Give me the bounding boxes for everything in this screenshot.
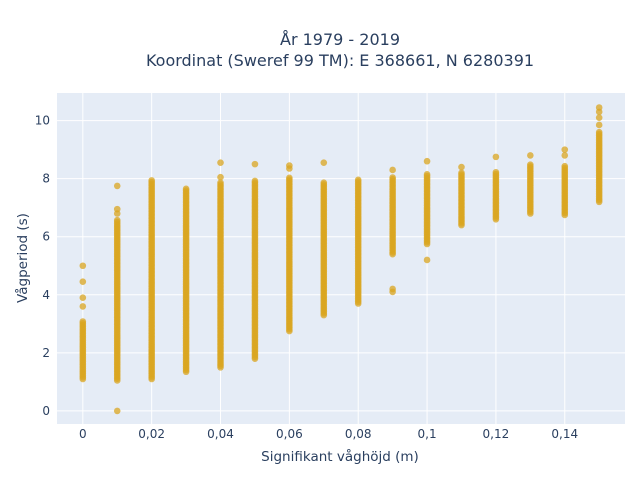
data-column <box>561 146 569 219</box>
x-tick-label: 0,02 <box>138 427 165 441</box>
chart-title-line-2: Koordinat (Sweref 99 TM): E 368661, N 62… <box>146 51 534 70</box>
data-point <box>389 174 396 181</box>
data-point <box>79 278 87 286</box>
data-point <box>423 157 431 165</box>
data-column <box>286 162 293 335</box>
y-tick-label: 2 <box>42 346 50 360</box>
data-point <box>595 114 603 121</box>
data-column <box>458 163 465 229</box>
data-point <box>79 318 87 325</box>
x-tick-label: 0,08 <box>345 427 372 441</box>
x-tick-label: 0,04 <box>207 427 234 441</box>
data-point <box>113 407 121 415</box>
data-point <box>113 216 121 224</box>
data-column <box>423 157 431 264</box>
data-point <box>251 177 259 185</box>
y-tick-label: 6 <box>42 230 50 244</box>
x-axis-label: Signifikant våghöjd (m) <box>261 448 419 465</box>
data-point <box>354 176 362 184</box>
data-column <box>492 153 500 223</box>
y-tick-label: 0 <box>42 404 50 418</box>
y-tick-label: 10 <box>35 114 50 128</box>
data-column <box>389 166 396 296</box>
data-column <box>595 104 603 206</box>
data-point <box>595 128 603 136</box>
data-column <box>217 159 224 371</box>
data-point <box>79 262 87 270</box>
data-point <box>320 159 328 166</box>
y-axis-ticks: 0 2 4 6 8 10 <box>35 114 50 418</box>
data-point <box>561 162 569 170</box>
data-point <box>561 152 569 159</box>
y-axis-label: Vågperiod (s) <box>14 213 31 303</box>
data-point <box>217 179 224 187</box>
data-point <box>217 173 224 181</box>
data-point <box>527 161 534 169</box>
data-points <box>79 104 603 415</box>
x-tick-label: 0,14 <box>551 427 578 441</box>
y-tick-label: 8 <box>42 172 50 186</box>
plot-area <box>57 93 625 424</box>
data-point <box>182 185 190 193</box>
data-point <box>113 182 121 190</box>
data-column <box>354 176 362 307</box>
data-point <box>286 174 293 182</box>
data-point <box>79 303 87 310</box>
x-tick-label: 0,1 <box>418 427 437 441</box>
data-point <box>320 179 328 187</box>
data-point <box>595 121 603 129</box>
data-point <box>595 104 603 111</box>
data-point <box>389 166 396 174</box>
x-tick-label: 0,12 <box>483 427 510 441</box>
data-point <box>217 159 224 166</box>
data-point <box>458 169 465 177</box>
data-point <box>148 177 155 184</box>
data-point <box>527 152 534 159</box>
x-axis-ticks: 0 0,02 0,04 0,06 0,08 0,1 0,12 0,14 <box>79 427 578 441</box>
data-point <box>458 163 465 171</box>
data-point <box>286 162 293 169</box>
x-tick-label: 0 <box>79 427 87 441</box>
x-tick-label: 0,06 <box>276 427 303 441</box>
data-column <box>113 182 121 415</box>
data-column <box>148 177 155 383</box>
data-point <box>79 294 87 301</box>
data-column <box>527 152 534 217</box>
chart-title-line-1: År 1979 - 2019 <box>280 30 400 49</box>
data-point <box>561 146 569 153</box>
data-point <box>492 168 500 176</box>
data-column <box>182 185 190 376</box>
data-point <box>389 285 396 293</box>
y-tick-label: 4 <box>42 288 50 302</box>
data-point <box>423 170 431 178</box>
data-column <box>251 160 259 362</box>
data-point <box>113 205 121 213</box>
data-point <box>492 153 500 161</box>
data-point <box>423 256 431 264</box>
data-point <box>251 160 259 168</box>
data-column <box>79 262 87 383</box>
data-column <box>320 159 328 319</box>
